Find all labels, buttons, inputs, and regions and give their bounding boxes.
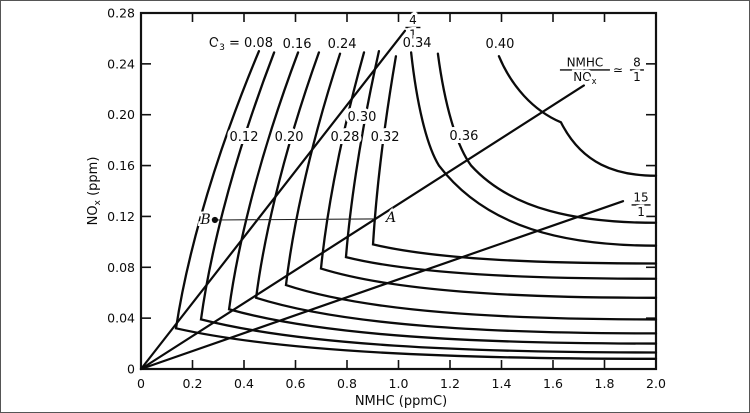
x-axis-title: NMHC (ppmC) xyxy=(355,394,447,409)
contour-label-0.30: 0.30 xyxy=(347,110,376,125)
contour-0.40 xyxy=(497,55,658,177)
x-tick-label-1.2: 1.2 xyxy=(440,376,460,391)
x-tick-label-1.8: 1.8 xyxy=(595,376,615,391)
x-tick-label-0.6: 0.6 xyxy=(286,376,306,391)
ratio-line-8-to-1 xyxy=(139,84,586,371)
contour-label-0.36: 0.36 xyxy=(449,129,478,144)
ratio-line-15-to-1 xyxy=(139,200,625,371)
x-tick-label-2.0: 2.0 xyxy=(646,376,666,391)
contour-0.24 xyxy=(284,52,658,321)
x-tick-label-1.6: 1.6 xyxy=(543,376,563,391)
ratio-fraction-den-15-to-1: 1 xyxy=(637,205,645,219)
contour-0.30 xyxy=(344,49,658,280)
y-tick-label-0.28: 0.28 xyxy=(107,6,135,21)
ratio-fraction-den-4-to-1: 1 xyxy=(409,27,417,41)
y-tick-label-0.16: 0.16 xyxy=(107,158,135,173)
y-tick-label-0.12: 0.12 xyxy=(107,209,135,224)
x-tick-label-0.2: 0.2 xyxy=(183,376,203,391)
contour-0.28 xyxy=(319,51,658,299)
contour-0.20 xyxy=(254,51,658,335)
x-tick-label-1.4: 1.4 xyxy=(492,376,512,391)
x-tick-label-0.4: 0.4 xyxy=(234,376,254,391)
contour-label-0.12: 0.12 xyxy=(230,130,259,145)
callout-num: NMHC xyxy=(567,55,604,69)
ratio-fraction-num-4-to-1: 4 xyxy=(409,13,417,27)
contour-0.34 xyxy=(409,51,658,247)
point-label-B: B xyxy=(199,212,210,228)
x-tick-label-1.0: 1.0 xyxy=(389,376,409,391)
segment-B-A xyxy=(214,218,375,221)
callout-den: NOx xyxy=(573,70,596,86)
contour-0.36 xyxy=(436,52,658,224)
contour-label-0.28: 0.28 xyxy=(330,130,359,145)
contour-0.12 xyxy=(199,51,658,354)
callout-value-den: 1 xyxy=(633,70,641,84)
callout-value-num: 8 xyxy=(633,55,641,69)
point-B-dot xyxy=(211,216,219,224)
x-tick-label-0: 0 xyxy=(137,376,145,391)
contour-label-0.16: 0.16 xyxy=(283,37,312,52)
contour-0.08 xyxy=(174,49,658,360)
y-tick-label-0.20: 0.20 xyxy=(107,107,135,122)
callout-approx-symbol: ≃ xyxy=(613,63,623,77)
contour-0.16 xyxy=(227,51,658,345)
x-tick-label-0.8: 0.8 xyxy=(337,376,357,391)
y-axis-title: NOx (ppm) xyxy=(86,157,103,226)
ratio-fraction-num-15-to-1: 15 xyxy=(633,190,648,204)
contour-label-O3-0.08: O3 = 0.08 xyxy=(209,36,273,53)
contour-label-0.34: 0.34 xyxy=(403,36,432,51)
contour-label-0.40: 0.40 xyxy=(485,37,514,52)
ratio-line-4-to-1 xyxy=(139,29,407,371)
contour-label-0.24: 0.24 xyxy=(328,37,357,52)
contour-0.32 xyxy=(371,55,658,265)
contour-label-0.32: 0.32 xyxy=(371,130,400,145)
y-tick-label-0: 0 xyxy=(127,362,135,377)
contour-label-0.20: 0.20 xyxy=(275,130,304,145)
point-label-A: A xyxy=(384,210,396,226)
y-tick-label-0.08: 0.08 xyxy=(107,260,135,275)
y-tick-label-0.04: 0.04 xyxy=(107,311,135,326)
y-tick-label-0.24: 0.24 xyxy=(107,56,135,71)
